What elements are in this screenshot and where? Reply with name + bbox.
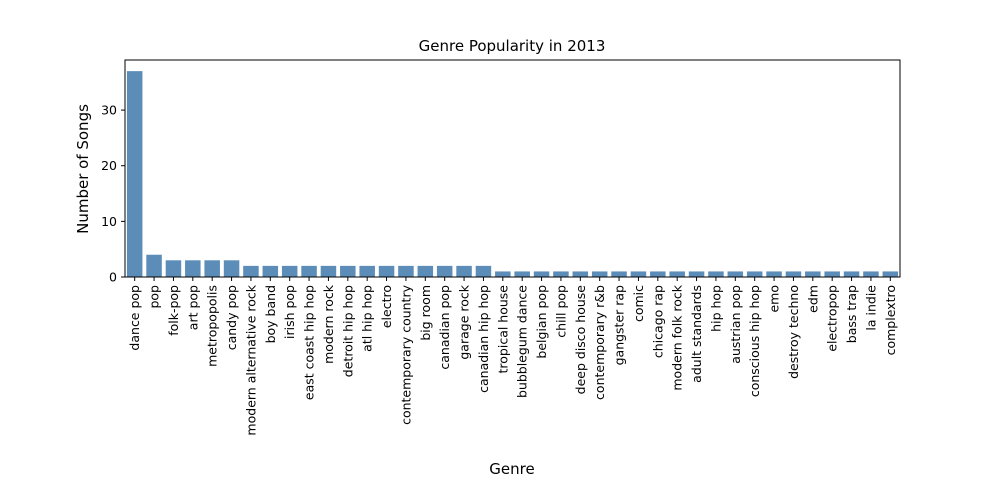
x-tick-label: folk-pop: [166, 285, 181, 336]
x-tick-label: big room: [418, 285, 433, 341]
bar: [766, 271, 782, 277]
x-tick-label: chill pop: [553, 285, 568, 338]
plot-frame: [124, 59, 901, 278]
bar: [533, 271, 550, 277]
bar: [882, 271, 899, 277]
bar: [378, 265, 395, 277]
x-tick-label: dance pop: [127, 285, 142, 351]
x-tick-label: contemporary r&b: [592, 285, 607, 400]
bar: [126, 71, 143, 277]
bar: [553, 271, 569, 277]
bar: [185, 260, 201, 277]
x-tick-label: canadian pop: [437, 285, 452, 370]
x-tick-label: hip hop: [708, 285, 723, 332]
bar: [805, 271, 821, 277]
bar: [708, 271, 724, 277]
x-tick-label: belgian pop: [534, 285, 549, 359]
bar: [262, 265, 279, 277]
x-tick-label: pop: [147, 285, 162, 309]
x-tick-label: irish pop: [282, 285, 297, 339]
y-axis-label: Number of Songs: [74, 104, 92, 234]
x-tick-label: atl hip hop: [360, 285, 375, 352]
x-tick-label: bubblegum dance: [515, 285, 530, 398]
bar: [514, 271, 530, 277]
y-tick-label: 30: [101, 103, 117, 118]
bar: [843, 271, 860, 277]
x-tick-label: modern alternative rock: [243, 284, 258, 435]
bar: [301, 265, 317, 277]
bars-group: [126, 71, 899, 277]
x-tick-label: emo: [767, 285, 782, 313]
x-tick-label: bass trap: [844, 285, 859, 343]
x-tick-label: modern folk rock: [670, 284, 685, 390]
bar: [436, 265, 453, 277]
x-tick-label: garage rock: [457, 284, 472, 359]
bar: [572, 271, 589, 277]
y-tick-label: 20: [101, 158, 117, 173]
x-tick-label: electro: [379, 285, 394, 328]
x-tick-label: adult standards: [689, 285, 704, 383]
bar: [650, 271, 666, 277]
x-tick-label: art pop: [185, 285, 200, 330]
bar: [146, 254, 162, 277]
x-tick-label: la indie: [863, 285, 878, 331]
bar: [320, 265, 337, 277]
bar: [727, 271, 744, 277]
x-tick-label: contemporary country: [398, 284, 413, 425]
x-tick-label: canadian hip hop: [476, 285, 491, 393]
bar: [359, 265, 375, 277]
bar: [863, 271, 879, 277]
chart-title: Genre Popularity in 2013: [419, 37, 606, 55]
bar: [785, 271, 802, 277]
bar: [417, 265, 434, 277]
bar: [243, 265, 259, 277]
x-tick-label: metropopolis: [205, 285, 220, 367]
bar: [669, 271, 685, 277]
x-tick-label: detroit hip hop: [340, 285, 355, 377]
bar: [223, 260, 240, 277]
x-tick-label: boy band: [263, 285, 278, 343]
bar: [165, 260, 182, 277]
bar: [456, 265, 472, 277]
x-tick-label: comic: [631, 285, 646, 322]
x-tick-label: candy pop: [224, 285, 239, 350]
x-tick-label: east coast hip hop: [302, 285, 317, 400]
bar: [824, 271, 840, 277]
bar: [204, 260, 220, 277]
bar: [630, 271, 647, 277]
y-tick-label: 0: [109, 270, 117, 285]
x-axis: dance pop pop folk-pop art pop metropopolis c…: [127, 277, 898, 436]
x-tick-label: chicago rap: [650, 285, 665, 358]
x-tick-label: destroy techno: [786, 285, 801, 379]
x-tick-label: conscious hip hop: [747, 285, 762, 397]
x-tick-label: modern rock: [321, 284, 336, 364]
x-axis-label: Genre: [489, 460, 534, 478]
bar: [688, 271, 705, 277]
y-axis: 0 10 20 30: [101, 103, 125, 285]
bar: [495, 271, 511, 277]
x-tick-label: tropical house: [495, 285, 510, 374]
x-tick-label: austrian pop: [728, 285, 743, 364]
bar: [746, 271, 763, 277]
bar: [611, 271, 627, 277]
x-tick-label: deep disco house: [573, 285, 588, 395]
x-tick-label: gangster rap: [612, 285, 627, 365]
bar: [475, 265, 492, 277]
bar: [591, 271, 608, 277]
y-tick-label: 10: [101, 214, 117, 229]
x-tick-label: edm: [805, 285, 820, 313]
x-tick-label: complextro: [883, 285, 898, 355]
bar: [340, 265, 356, 277]
bar: [281, 265, 298, 277]
x-tick-label: electropop: [825, 285, 840, 352]
bar: [398, 265, 414, 277]
